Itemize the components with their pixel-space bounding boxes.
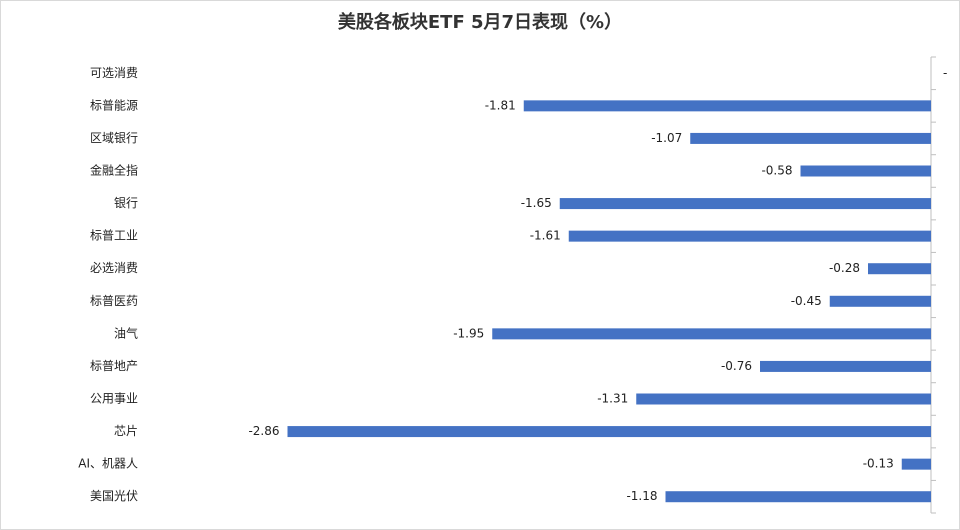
bar — [901, 458, 931, 470]
data-label: -0.28 — [829, 261, 860, 275]
bar — [800, 165, 931, 177]
data-label: -1.07 — [651, 131, 682, 145]
bar — [760, 360, 931, 372]
bar — [665, 491, 931, 503]
data-label: -0.58 — [761, 164, 792, 178]
y-tick-label: 标普地产 — [90, 359, 138, 373]
data-label: - — [943, 66, 947, 80]
bar — [868, 263, 931, 275]
y-tick-label: 标普医药 — [90, 294, 138, 308]
bar — [523, 100, 931, 112]
y-tick-label: 油气 — [114, 325, 138, 340]
bar — [492, 328, 931, 340]
bar — [690, 132, 931, 144]
chart-title: 美股各板块ETF 5月7日表现（%） — [338, 11, 622, 33]
data-label: -1.81 — [485, 98, 516, 112]
bar — [636, 393, 931, 405]
bar — [568, 230, 931, 242]
y-tick-label: 芯片 — [114, 424, 138, 438]
data-label: -0.13 — [863, 457, 894, 471]
y-tick-label: AI、机器人 — [78, 457, 138, 471]
y-tick-label: 区域银行 — [90, 131, 138, 145]
y-tick-label: 美国光伏 — [90, 489, 138, 503]
data-label: -2.86 — [248, 424, 279, 438]
y-tick-label: 金融全指 — [90, 163, 138, 178]
bar — [287, 426, 931, 438]
y-tick-label: 公用事业 — [90, 392, 138, 406]
y-tick-label: 必选消费 — [90, 261, 138, 275]
y-tick-label: 可选消费 — [90, 66, 138, 80]
data-label: -0.45 — [791, 294, 822, 308]
data-label: -1.61 — [530, 229, 561, 243]
data-label: -0.76 — [721, 359, 752, 373]
data-label: -1.65 — [521, 196, 552, 210]
bar — [559, 198, 931, 210]
bar — [829, 295, 931, 307]
data-label: -1.95 — [453, 326, 484, 340]
data-label: -1.31 — [597, 392, 628, 406]
y-tick-label: 标普工业 — [90, 229, 138, 243]
y-tick-label: 标普能源 — [90, 98, 138, 112]
data-label: -1.18 — [626, 489, 657, 503]
y-tick-label: 银行 — [114, 196, 138, 210]
